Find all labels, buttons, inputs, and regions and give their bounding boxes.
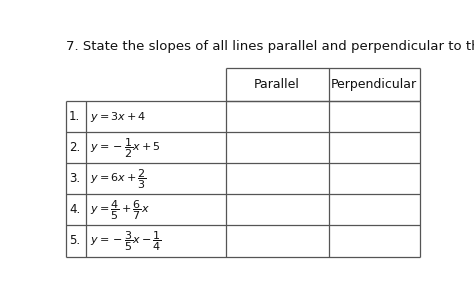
Text: 3.: 3. [69,173,80,185]
Text: Perpendicular: Perpendicular [331,78,417,91]
Text: $y = 3x + 4$: $y = 3x + 4$ [90,110,146,124]
Text: $y = -\dfrac{3}{5}x - \dfrac{1}{4}$: $y = -\dfrac{3}{5}x - \dfrac{1}{4}$ [90,229,162,253]
Text: $y = -\dfrac{1}{2}x + 5$: $y = -\dfrac{1}{2}x + 5$ [90,136,161,160]
Text: 4.: 4. [69,204,80,216]
Text: 1.: 1. [69,110,80,124]
Text: $y = \dfrac{4}{5} + \dfrac{6}{7}x$: $y = \dfrac{4}{5} + \dfrac{6}{7}x$ [90,198,150,222]
Text: $y = 6x + \dfrac{2}{3}$: $y = 6x + \dfrac{2}{3}$ [90,167,147,191]
Text: 7. State the slopes of all lines parallel and perpendicular to the given line.: 7. State the slopes of all lines paralle… [66,40,474,53]
Text: 5.: 5. [69,234,80,248]
Text: 2.: 2. [69,141,80,154]
Text: Parallel: Parallel [254,78,300,91]
